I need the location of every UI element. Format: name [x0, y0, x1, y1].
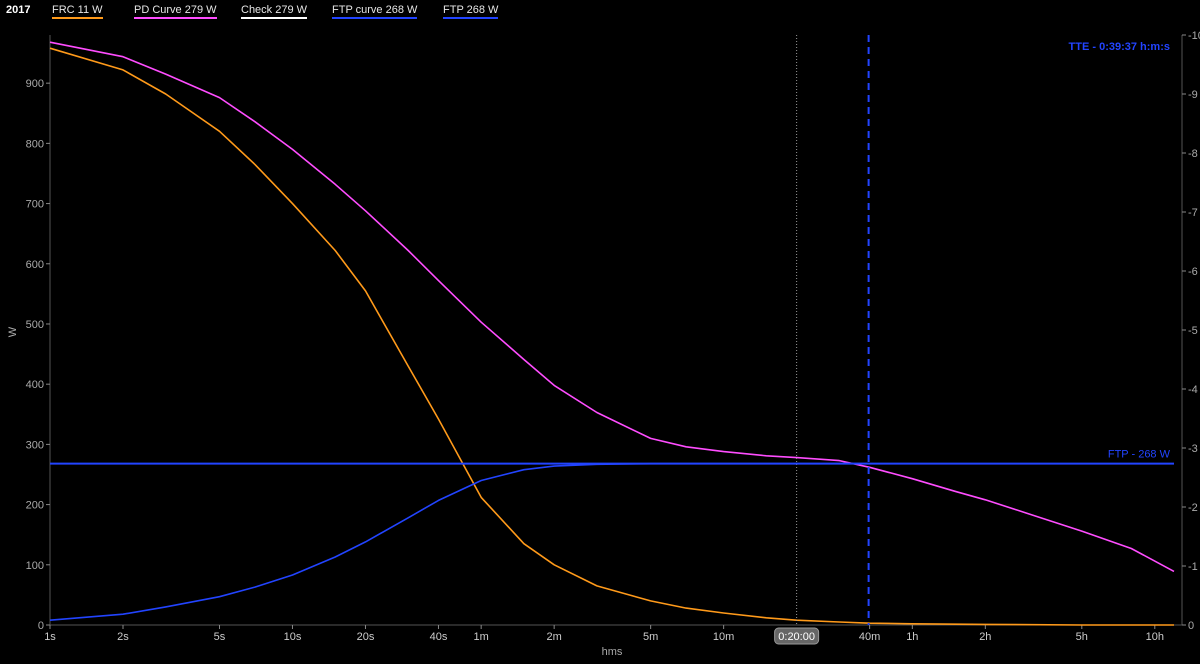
y-tick-label: 900 — [26, 78, 44, 90]
y-tick-label: 200 — [26, 500, 44, 512]
chart-axes: 0 100 200 300 400 500 600 700 800 900 0 -1 -2 -3 -4 -5 -… — [26, 30, 1200, 643]
legend-ftp-curve-swatch — [332, 17, 418, 19]
x-tick-label: 5h — [1076, 631, 1088, 643]
y-tick-label: 700 — [26, 199, 44, 211]
ftp-line-label: FTP - 268 W — [1108, 449, 1171, 461]
chart-legend: 2017 FRC 11 W PD Curve 279 W Check 279 W… — [0, 0, 1200, 22]
y-right-tick-label: -6 — [1188, 266, 1198, 278]
y-right-tick-label: -1 — [1188, 561, 1198, 573]
legend-ftp-curve-label: FTP curve 268 W — [332, 4, 418, 16]
y-right-tick-label: -7 — [1188, 207, 1198, 219]
x-tick-label: 40m — [859, 631, 880, 643]
legend-frc-label: FRC 11 W — [52, 4, 103, 16]
y-tick-label: 400 — [26, 379, 44, 391]
series-line-pd-curve — [49, 41, 1175, 573]
legend-pd-curve-swatch — [134, 17, 217, 19]
x-tick-label: 40s — [430, 631, 448, 643]
x-tick-label: 2s — [117, 631, 129, 643]
x-tick-label: 5s — [214, 631, 226, 643]
legend-check-label: Check 279 W — [241, 4, 308, 16]
y-right-tick-label: 0 — [1188, 620, 1194, 632]
series-line-ftp-curve — [49, 462, 870, 621]
x-tick-label: 5m — [643, 631, 658, 643]
y-tick-label: 0 — [38, 620, 44, 632]
legend-ftp[interactable]: FTP 268 W — [443, 4, 499, 19]
y-tick-label: 100 — [26, 560, 44, 572]
legend-ftp-label: FTP 268 W — [443, 4, 499, 16]
x-tick-label: 2m — [547, 631, 562, 643]
x-highlight-box — [774, 627, 820, 645]
x-tick-label: 10s — [284, 631, 302, 643]
y-right-tick-label: -9 — [1188, 89, 1198, 101]
x-tick-label: 1s — [44, 631, 56, 643]
x-tick-label: 2h — [979, 631, 991, 643]
y-right-tick-label: -5 — [1188, 325, 1198, 337]
legend-check[interactable]: Check 279 W — [241, 4, 308, 19]
y-right-tick-label: -4 — [1188, 384, 1198, 396]
legend-pd-curve[interactable]: PD Curve 279 W — [134, 4, 217, 19]
series-line-frc — [49, 47, 1174, 626]
x-highlight-label: 0:20:00 — [778, 631, 815, 643]
tte-label: TTE - 0:39:37 h:m:s — [1069, 41, 1170, 53]
overlay-layer: 0:20:00 — [50, 35, 1174, 645]
x-tick-label: 10m — [713, 631, 734, 643]
series-layer — [49, 41, 1175, 626]
y-tick-label: 500 — [26, 319, 44, 331]
y-right-tick-label: -3 — [1188, 443, 1198, 455]
y-tick-label: 800 — [26, 138, 44, 150]
x-axis-label: hms — [602, 646, 623, 658]
y-right-tick-label: -8 — [1188, 148, 1198, 160]
y-tick-label: 600 — [26, 259, 44, 271]
y-axis-label: W — [7, 326, 19, 337]
x-tick-label: 20s — [357, 631, 375, 643]
y-tick-label: 300 — [26, 439, 44, 451]
legend-ftp-swatch — [443, 17, 499, 19]
legend-frc-swatch — [52, 17, 103, 19]
y-right-tick-label: -10 — [1188, 30, 1200, 42]
legend-check-swatch — [241, 17, 308, 19]
legend-frc[interactable]: FRC 11 W — [52, 4, 103, 19]
x-tick-label: 1h — [906, 631, 918, 643]
legend-pd-curve-label: PD Curve 279 W — [134, 4, 217, 16]
y-right-tick-label: -2 — [1188, 502, 1198, 514]
legend-ftp-curve[interactable]: FTP curve 268 W — [332, 4, 418, 19]
x-tick-label: 1m — [474, 631, 489, 643]
legend-year: 2017 — [6, 4, 31, 16]
x-tick-label: 10h — [1146, 631, 1164, 643]
